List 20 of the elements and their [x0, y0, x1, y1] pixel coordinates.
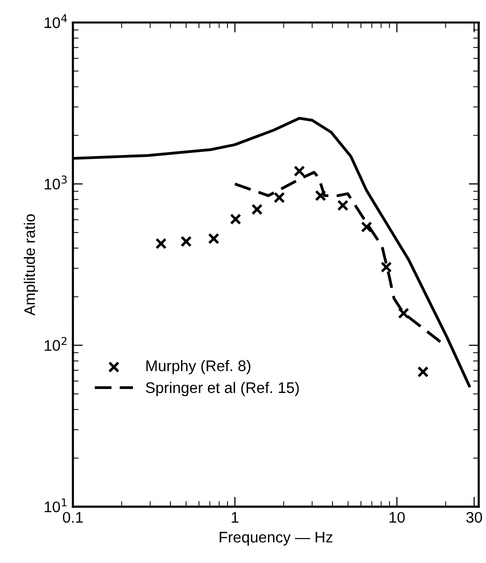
y-tick-label: 10$^{4}$	[44, 14, 67, 28]
point	[251, 204, 263, 216]
point	[294, 165, 305, 177]
legend-label: Murphy (Ref. 8)	[146, 360, 250, 374]
point	[337, 200, 348, 212]
point	[230, 213, 242, 225]
point	[380, 262, 392, 273]
x-tick-label: 10	[390, 512, 405, 523]
y-tick-label: 10$^{2}$	[44, 336, 66, 351]
x-axis-title: Frequency — Hz	[220, 532, 332, 546]
point	[274, 192, 285, 204]
x-tick-label: 30	[466, 512, 482, 523]
y-tick-label: 10$^{3}$	[44, 176, 67, 190]
y-tick-label: 10$^{1}$	[44, 498, 67, 512]
y-axis-title: Amplitude ratio	[24, 214, 38, 316]
point	[208, 233, 220, 244]
x-tick-label: 0.1	[62, 512, 83, 523]
x-tick-label: 1	[232, 512, 238, 523]
point	[314, 190, 326, 202]
legend-label: Springer et al (Ref. 15)	[146, 382, 299, 396]
